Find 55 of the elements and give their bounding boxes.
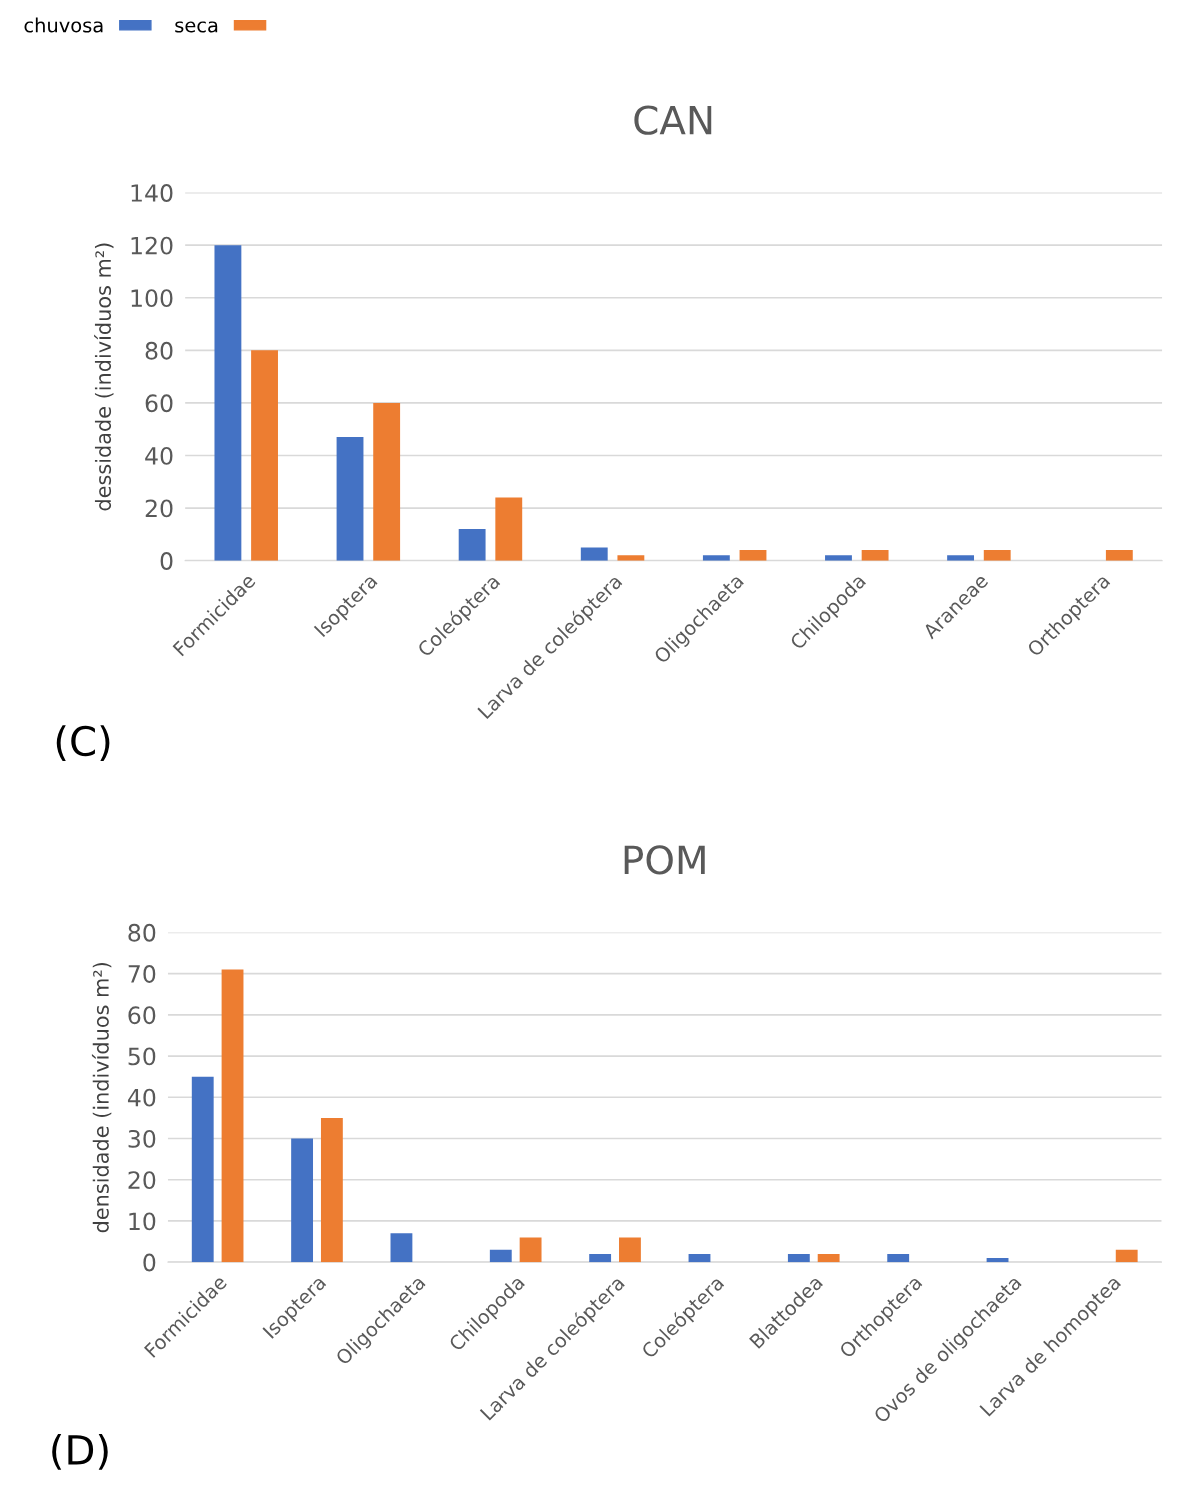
bar (221, 969, 244, 1263)
bar (495, 497, 523, 561)
y-tick-label: 60 (145, 394, 173, 413)
bar (373, 402, 401, 561)
y-tick-label: 140 (131, 184, 173, 202)
bar (688, 1253, 711, 1263)
y-tick-label: 20 (128, 1171, 156, 1190)
y-tick-label: 80 (128, 923, 156, 942)
bar (617, 555, 645, 561)
y-tick-label: 0 (160, 552, 173, 570)
bar (291, 1138, 314, 1263)
bar (214, 245, 242, 561)
y-tick-label: 100 (131, 289, 173, 308)
text: (C) (56, 725, 110, 762)
y-tick-label: 10 (129, 1212, 156, 1231)
y-tick-label: 50 (128, 1047, 156, 1066)
bar (336, 437, 364, 561)
legend-label: chuvosa (24, 17, 103, 33)
bar (817, 1253, 840, 1263)
bar (519, 1237, 542, 1263)
y-axis-title: densidade (indivíduos m²) (91, 962, 112, 1233)
bar (861, 550, 889, 561)
bar (589, 1253, 612, 1263)
bar (887, 1253, 910, 1263)
y-tick-label: 120 (131, 236, 173, 255)
y-tick-label: 80 (145, 341, 173, 360)
bar (619, 1237, 641, 1263)
bar (251, 350, 278, 561)
legend-label: seca (175, 21, 218, 33)
text: (D) (52, 1433, 108, 1470)
bar (191, 1076, 214, 1263)
bar (947, 555, 975, 561)
bar (702, 555, 730, 561)
y-axis-title: dessidade (indivíduos m²) (94, 243, 114, 511)
y-tick-label: 70 (128, 965, 156, 983)
bar (1115, 1249, 1138, 1263)
chart-title: CAN (634, 105, 712, 135)
bar (986, 1258, 1009, 1263)
y-tick-label: 20 (145, 499, 173, 518)
bar (983, 550, 1011, 561)
bar (489, 1249, 512, 1263)
bar (320, 1117, 343, 1263)
bar (825, 555, 852, 561)
y-tick-label: 40 (127, 1088, 156, 1107)
bar (739, 550, 767, 561)
y-tick-label: 60 (128, 1006, 156, 1025)
bar (1105, 550, 1133, 561)
bar (458, 529, 486, 561)
chart-title: POM (624, 845, 705, 875)
y-tick-label: 40 (145, 446, 173, 465)
y-tick-label: 30 (128, 1129, 156, 1148)
bar (787, 1253, 810, 1263)
bar (580, 547, 608, 561)
bar (390, 1233, 413, 1263)
y-tick-label: 0 (143, 1253, 156, 1272)
